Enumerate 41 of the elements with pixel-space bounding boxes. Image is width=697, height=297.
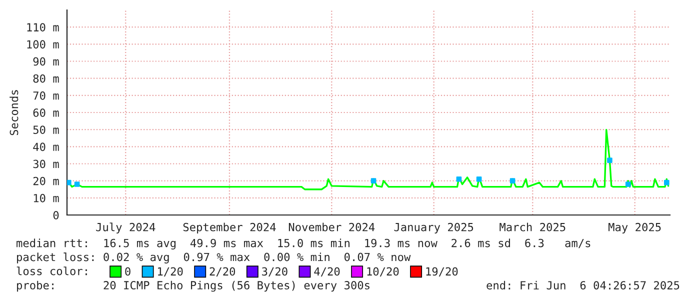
- x-tick-label: March 2025: [500, 222, 566, 232]
- y-tick-label: 0: [53, 211, 59, 220]
- legend-label: 3/20: [262, 267, 288, 277]
- legend-label: 0: [125, 267, 130, 276]
- point: [607, 158, 612, 163]
- legend-label: 19/20: [426, 267, 458, 277]
- point: [456, 176, 462, 182]
- y-tick-label: 20 m: [33, 176, 59, 186]
- text: packet loss: 0.02 % avg 0.97 % max 0.00 % min 0.07 % now: [17, 252, 411, 264]
- legend-label: 2/20: [210, 267, 236, 277]
- y-tick-label: 50 m: [33, 126, 59, 134]
- point: [664, 180, 670, 186]
- y-axis-title: Seconds: [10, 90, 18, 136]
- y-tick-label: 40 m: [33, 142, 59, 152]
- y-tick-label: 70 m: [33, 91, 59, 100]
- legend-label: 1/20: [158, 267, 183, 277]
- x-tick-label: September 2024: [183, 222, 276, 234]
- y-tick-label: 110 m: [27, 23, 59, 32]
- point: [74, 182, 80, 187]
- y-tick-label: 90 m: [33, 57, 59, 66]
- text: median rtt: 16.5 ms avg 49.9 ms max 15.0 ms min 19.3 ms now 2.6 ms sd 6.3 am/s: [16, 238, 590, 250]
- x-tick-label: January 2025: [394, 222, 474, 234]
- text: end: Fri Jun 6 04:26:57 2025: [486, 280, 680, 290]
- text: probe: 20 ICMP Echo Pings (56 Bytes) every 300s: [17, 280, 370, 292]
- y-tick-label: 30 m: [33, 160, 59, 168]
- point: [370, 178, 376, 184]
- line-series: [68, 128, 670, 190]
- y-tick-label: 10 m: [34, 194, 59, 202]
- point: [510, 178, 516, 184]
- x-tick-label: May 2025: [608, 222, 661, 234]
- point: [476, 176, 482, 182]
- legend-label: 10/20: [367, 267, 399, 277]
- y-tick-label: 60 m: [33, 108, 59, 117]
- x-tick-label: November 2024: [288, 222, 375, 232]
- point: [625, 182, 631, 187]
- legend-label: 4/20: [314, 267, 340, 277]
- x-tick-label: July 2024: [96, 222, 156, 234]
- y-tick-label: 80 m: [33, 74, 59, 83]
- y-tick-label: 100 m: [27, 40, 59, 49]
- point: [67, 180, 72, 186]
- legend-title: loss color:: [16, 266, 87, 276]
